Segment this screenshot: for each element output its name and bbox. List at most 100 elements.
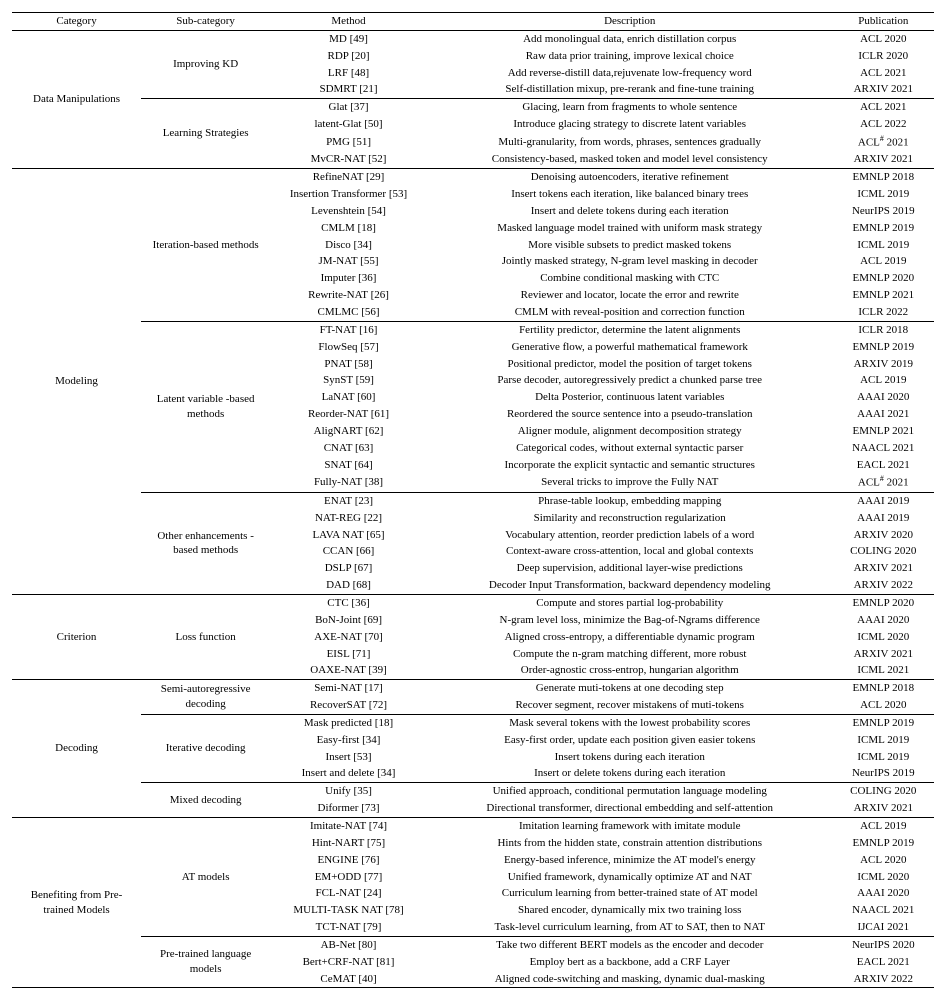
description-cell: Generative flow, a powerful mathematical… [427, 339, 833, 356]
subcategory-cell: Latent variable -based methods [141, 321, 270, 492]
table-row: Pre-trained language modelsAB-Net [80]Ta… [12, 936, 934, 953]
description-cell: Jointly masked strategy, N-gram level ma… [427, 253, 833, 270]
subcategory-cell: Mixed decoding [141, 783, 270, 818]
table-row: DecodingSemi-autoregressive decodingSemi… [12, 680, 934, 697]
publication-cell: ARXIV 2021 [833, 81, 934, 98]
description-cell: Mask several tokens with the lowest prob… [427, 714, 833, 731]
method-cell: SNAT [64] [270, 457, 427, 474]
description-cell: Task-level curriculum learning, from AT … [427, 919, 833, 936]
description-cell: Take two different BERT models as the en… [427, 936, 833, 953]
publication-cell: AAAI 2020 [833, 389, 934, 406]
header-method: Method [270, 13, 427, 31]
subcategory-cell: Loss function [141, 595, 270, 680]
description-cell: Glacing, learn from fragments to whole s… [427, 99, 833, 116]
description-cell: Unified framework, dynamically optimize … [427, 869, 833, 886]
description-cell: Recover segment, recover mistakens of mu… [427, 697, 833, 714]
description-cell: Add monolingual data, enrich distillatio… [427, 30, 833, 47]
description-cell: Fertility predictor, determine the laten… [427, 321, 833, 338]
description-cell: Unified approach, conditional permutatio… [427, 783, 833, 800]
method-cell: MD [49] [270, 30, 427, 47]
method-cell: Rewrite-NAT [26] [270, 287, 427, 304]
description-cell: Delta Posterior, continuous latent varia… [427, 389, 833, 406]
method-cell: Reorder-NAT [61] [270, 406, 427, 423]
publication-cell: ICLR 2022 [833, 304, 934, 321]
method-cell: NAT-REG [22] [270, 510, 427, 527]
description-cell: Shared encoder, dynamically mix two trai… [427, 902, 833, 919]
publication-cell: ACL 2022 [833, 116, 934, 133]
method-cell: Mask predicted [18] [270, 714, 427, 731]
description-cell: Insert tokens during each iteration [427, 749, 833, 766]
table-row: CriterionLoss functionCTC [36]Compute an… [12, 595, 934, 612]
description-cell: Compute the n-gram matching different, m… [427, 646, 833, 663]
publication-cell: AAAI 2021 [833, 406, 934, 423]
method-cell: JM-NAT [55] [270, 253, 427, 270]
method-cell: EM+ODD [77] [270, 869, 427, 886]
publication-cell: EACL 2021 [833, 457, 934, 474]
method-cell: SDMRT [21] [270, 81, 427, 98]
description-cell: Curriculum learning from better-trained … [427, 885, 833, 902]
description-cell: Aligned cross-entropy, a differentiable … [427, 629, 833, 646]
method-cell: RefineNAT [29] [270, 169, 427, 186]
description-cell: Reordered the source sentence into a pse… [427, 406, 833, 423]
method-cell: PNAT [58] [270, 356, 427, 373]
publication-cell: ACL# 2021 [833, 473, 934, 492]
description-cell: Decoder Input Transformation, backward d… [427, 577, 833, 594]
method-cell: FT-NAT [16] [270, 321, 427, 338]
description-cell: Insert tokens each iteration, like balan… [427, 186, 833, 203]
publication-cell: ICLR 2020 [833, 48, 934, 65]
description-cell: Positional predictor, model the position… [427, 356, 833, 373]
method-cell: OAXE-NAT [39] [270, 662, 427, 679]
publication-cell: EMNLP 2020 [833, 270, 934, 287]
description-cell: More visible subsets to predict masked t… [427, 237, 833, 254]
description-cell: CMLM with reveal-position and correction… [427, 304, 833, 321]
method-cell: Unify [35] [270, 783, 427, 800]
publication-cell: COLING 2020 [833, 543, 934, 560]
method-cell: RecoverSAT [72] [270, 697, 427, 714]
table-row: Iterative decodingMask predicted [18]Mas… [12, 714, 934, 731]
description-cell: N-gram level loss, minimize the Bag-of-N… [427, 612, 833, 629]
publication-cell: NeurIPS 2019 [833, 765, 934, 782]
description-cell: Order-agnostic cross-entrop, hungarian a… [427, 662, 833, 679]
method-cell: Insert and delete [34] [270, 765, 427, 782]
method-cell: Glat [37] [270, 99, 427, 116]
description-cell: Similarity and reconstruction regulariza… [427, 510, 833, 527]
description-cell: Energy-based inference, minimize the AT … [427, 852, 833, 869]
method-cell: BoN-Joint [69] [270, 612, 427, 629]
category-cell: Criterion [12, 595, 141, 680]
method-cell: MvCR-NAT [52] [270, 151, 427, 168]
method-cell: LAVA NAT [65] [270, 527, 427, 544]
publication-cell: ARXIV 2022 [833, 577, 934, 594]
method-cell: Imitate-NAT [74] [270, 817, 427, 834]
publication-cell: ICML 2019 [833, 732, 934, 749]
method-cell: DAD [68] [270, 577, 427, 594]
publication-cell: ARXIV 2022 [833, 971, 934, 988]
method-cell: latent-Glat [50] [270, 116, 427, 133]
table-row: Learning StrategiesGlat [37]Glacing, lea… [12, 99, 934, 116]
publication-cell: ACL 2021 [833, 99, 934, 116]
method-cell: Imputer [36] [270, 270, 427, 287]
publication-cell: ICLR 2018 [833, 321, 934, 338]
method-cell: CTC [36] [270, 595, 427, 612]
description-cell: Self-distillation mixup, pre-rerank and … [427, 81, 833, 98]
method-cell: Insertion Transformer [53] [270, 186, 427, 203]
subcategory-cell: Learning Strategies [141, 99, 270, 169]
publication-cell: ACL 2019 [833, 372, 934, 389]
description-cell: Several tricks to improve the Fully NAT [427, 473, 833, 492]
description-cell: Generate muti-tokens at one decoding ste… [427, 680, 833, 697]
publication-cell: ACL# 2021 [833, 133, 934, 152]
method-cell: AXE-NAT [70] [270, 629, 427, 646]
description-cell: Insert or delete tokens during each iter… [427, 765, 833, 782]
description-cell: Directional transformer, directional emb… [427, 800, 833, 817]
publication-cell: ARXIV 2020 [833, 527, 934, 544]
publication-cell: IJCAI 2021 [833, 919, 934, 936]
publication-cell: ACL 2020 [833, 30, 934, 47]
subcategory-cell: Other enhancements -based methods [141, 492, 270, 594]
publication-cell: AAAI 2019 [833, 510, 934, 527]
table-header-row: Category Sub-category Method Description… [12, 13, 934, 31]
description-cell: Raw data prior training, improve lexical… [427, 48, 833, 65]
publication-cell: ICML 2019 [833, 237, 934, 254]
subcategory-cell: AT models [141, 817, 270, 936]
publication-cell: EMNLP 2019 [833, 339, 934, 356]
publication-cell: NeurIPS 2020 [833, 936, 934, 953]
method-cell: Bert+CRF-NAT [81] [270, 954, 427, 971]
